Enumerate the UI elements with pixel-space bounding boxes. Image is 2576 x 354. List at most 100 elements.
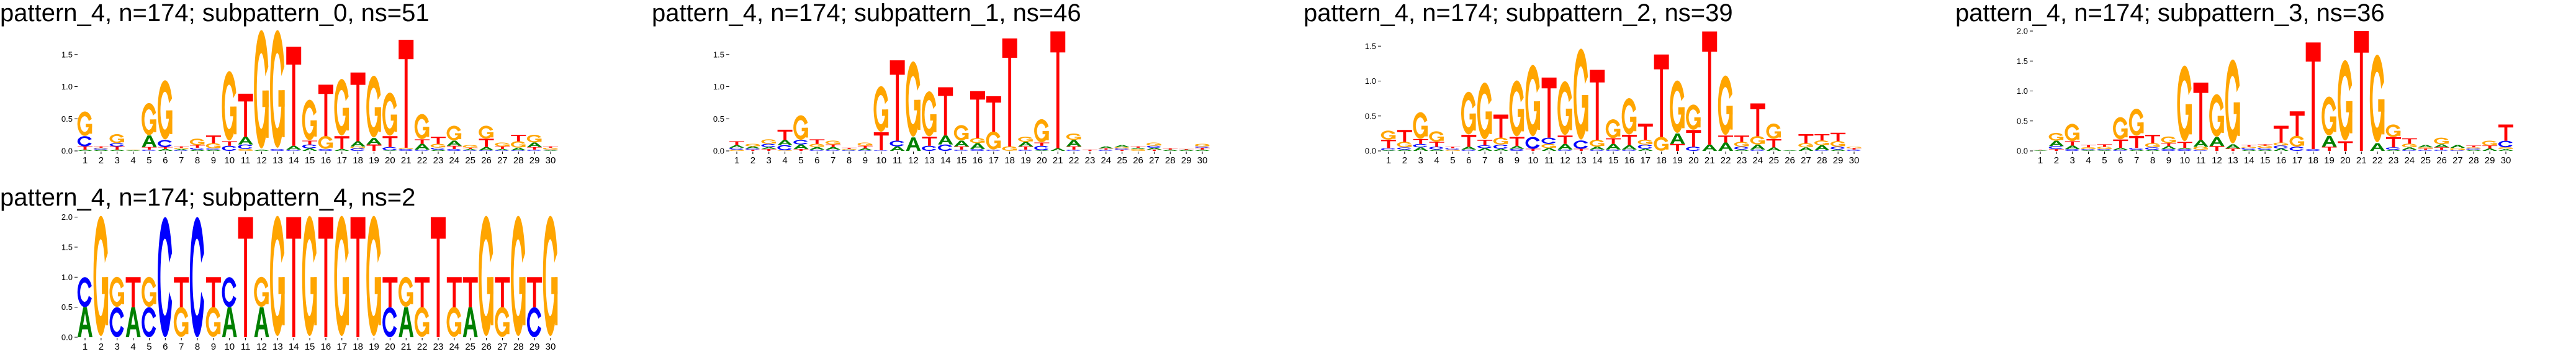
logo-letter-G <box>1413 112 1428 139</box>
y-tick-label: 0.0 <box>2017 147 2028 156</box>
logo-letter-T <box>777 129 793 140</box>
logo-letter-A <box>1429 149 1444 151</box>
logo-letter-G <box>158 80 173 140</box>
logo-letter-T <box>527 147 543 150</box>
logo-letter-A <box>2434 144 2449 148</box>
logo-letter-A <box>109 149 125 151</box>
logo-letter-G <box>254 30 269 148</box>
logo-letter-A <box>826 147 841 150</box>
logo-letter-A <box>2402 147 2417 150</box>
logo-letter-C <box>1066 149 1081 151</box>
x-tick-label: 28 <box>1817 155 1827 166</box>
x-tick-label: 11 <box>241 342 251 352</box>
logo-letter-G <box>173 307 189 337</box>
logo-letter-T <box>1831 132 1846 142</box>
logo-letter-T <box>842 147 857 149</box>
logo-letter-G <box>77 111 92 136</box>
logo-letter-A <box>1195 149 1210 151</box>
x-tick-label: 1 <box>2038 155 2043 166</box>
logo-letter-T <box>745 149 760 151</box>
logo-letter-T <box>2466 145 2482 148</box>
x-tick-label: 13 <box>1576 155 1587 166</box>
logo-letter-G <box>222 71 237 141</box>
logo-letter-G <box>543 216 558 336</box>
logo-letter-G <box>1477 82 1492 140</box>
logo-letter-C <box>2418 150 2433 151</box>
logo-letter-C <box>2273 145 2288 149</box>
x-tick-label: 23 <box>1737 155 1747 166</box>
logo-letter-G <box>1002 146 1017 151</box>
x-tick-label: 6 <box>163 342 168 352</box>
logo-letter-C <box>1429 147 1444 150</box>
logo-letter-G <box>109 276 125 307</box>
x-tick-label: 20 <box>385 342 395 352</box>
logo-letter-C <box>1814 150 1829 151</box>
logo-letter-G <box>745 143 760 147</box>
x-tick-label: 27 <box>497 155 508 166</box>
x-tick-label: 6 <box>2118 155 2123 166</box>
panel-title: pattern_4, n=174; subpattern_0, ns=51 <box>0 0 430 27</box>
logo-letter-A <box>745 146 760 148</box>
logo-letter-T <box>1654 54 1669 137</box>
logo-letter-T <box>2177 142 2192 148</box>
logo-letter-A <box>1541 148 1557 151</box>
logo-letter-C <box>825 149 840 151</box>
logo-letter-G <box>2385 124 2401 137</box>
logo-letter-A <box>1606 143 1621 150</box>
logo-letter-T <box>2338 141 2353 151</box>
y-tick-label: 1.5 <box>61 50 73 59</box>
logo-letter-T <box>1766 138 1781 148</box>
y-tick-label: 1.0 <box>61 273 73 282</box>
x-tick-label: 30 <box>2501 155 2511 166</box>
x-tick-label: 9 <box>1515 155 1520 166</box>
logo-letter-G <box>2482 140 2497 146</box>
logo-letter-T <box>2258 144 2273 146</box>
logo-letter-A <box>2097 150 2112 151</box>
logo-letter-T <box>970 91 985 138</box>
logo-letter-C <box>2081 149 2096 151</box>
x-tick-label: 6 <box>1466 155 1471 166</box>
logo-letter-C <box>857 150 872 151</box>
logo-letter-C <box>222 277 236 307</box>
x-tick-label: 28 <box>2469 155 2479 166</box>
panel-title: pattern_4, n=174; subpattern_4, ns=2 <box>0 184 415 211</box>
logo-letter-C <box>382 147 397 150</box>
logo-letter-A <box>238 137 253 145</box>
logo-letter-G <box>1718 75 1733 135</box>
logo-letter-C <box>2434 150 2449 151</box>
x-tick-label: 17 <box>336 155 347 166</box>
logo-letter-A <box>2161 146 2176 150</box>
x-tick-label: 28 <box>1165 155 1176 166</box>
x-tick-label: 8 <box>1498 155 1503 166</box>
x-tick-label: 4 <box>782 155 787 166</box>
x-tick-label: 12 <box>256 342 267 352</box>
logo-letter-C <box>189 147 204 150</box>
logo-letter-C <box>414 149 429 151</box>
logo-letter-A <box>190 149 205 151</box>
logo-letter-C <box>511 150 526 151</box>
logo-letter-A <box>2193 140 2209 147</box>
logo-letter-C <box>1397 147 1412 150</box>
x-tick-label: 27 <box>2452 155 2463 166</box>
x-tick-label: 14 <box>289 342 299 352</box>
x-tick-label: 4 <box>1434 155 1439 166</box>
logo-letter-C <box>2048 146 2063 150</box>
y-tick-label: 1.5 <box>2017 57 2028 66</box>
logo-letter-A <box>142 135 157 147</box>
logo-letter-A <box>1397 149 1412 151</box>
logo-letter-A <box>761 147 777 149</box>
logo-letter-T <box>415 277 430 307</box>
logo-letter-A <box>954 140 970 147</box>
logo-letter-A <box>543 150 558 151</box>
logo-letter-A <box>430 149 446 151</box>
logo-letter-C <box>495 150 510 151</box>
logo-letter-C <box>382 307 397 337</box>
logo-letter-A <box>78 149 92 151</box>
logo-letter-A <box>350 141 366 147</box>
logo-letter-G <box>1798 143 1813 148</box>
x-tick-label: 22 <box>417 155 428 166</box>
logo-letter-A <box>1557 143 1573 150</box>
logo-letter-G <box>1734 142 1749 147</box>
logo-letter-T <box>826 144 841 147</box>
x-tick-label: 19 <box>1672 155 1683 166</box>
